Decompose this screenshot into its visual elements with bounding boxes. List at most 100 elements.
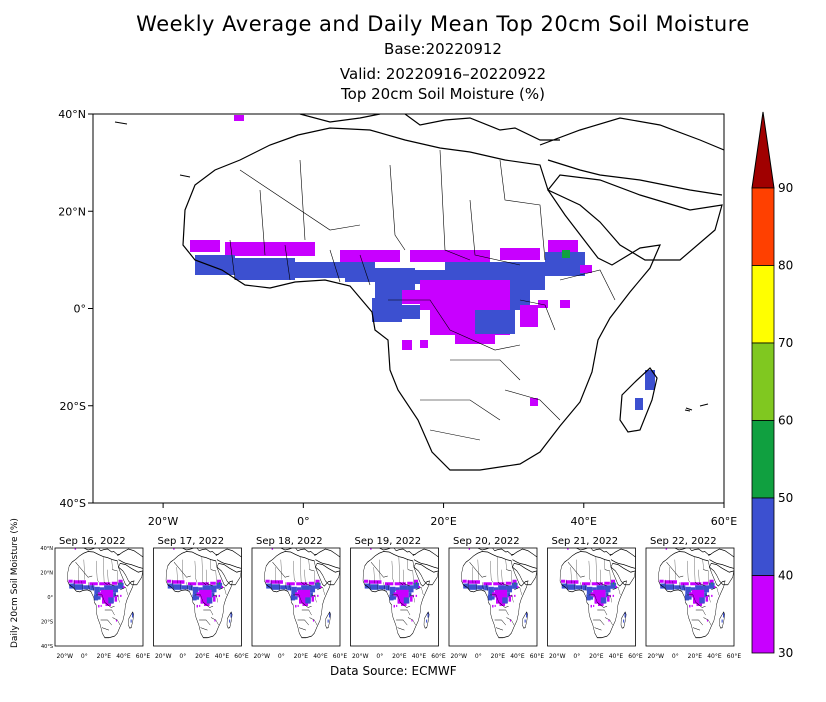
daily-panel-frame bbox=[350, 547, 439, 647]
daily-lon-label: 20°E bbox=[491, 653, 506, 660]
daily-lon-label: 0° bbox=[278, 653, 285, 660]
colorbar-segment bbox=[751, 342, 775, 421]
daily-lon-label: 20°W bbox=[352, 653, 369, 660]
daily-lon-label: 60°E bbox=[431, 653, 446, 660]
mini-map bbox=[559, 548, 636, 639]
lat-tick-label: 20°S bbox=[60, 400, 86, 413]
moisture-cell bbox=[505, 262, 545, 290]
daily-lon-label: 60°E bbox=[727, 653, 742, 660]
colorbar-segment bbox=[751, 575, 775, 654]
lon-tick-label: 40°E bbox=[571, 515, 597, 528]
daily-panel-date: Sep 19, 2022 bbox=[355, 536, 422, 547]
daily-lon-label: 0° bbox=[475, 653, 482, 660]
daily-lat-label: 40°N bbox=[40, 546, 53, 552]
daily-lon-label: 40°E bbox=[412, 653, 427, 660]
daily-lon-label: 0° bbox=[179, 653, 186, 660]
daily-lon-label: 60°E bbox=[136, 653, 151, 660]
moisture-cell bbox=[500, 248, 540, 260]
moisture-cell bbox=[410, 250, 490, 262]
colorbar-segment bbox=[751, 265, 775, 344]
mini-map bbox=[165, 548, 242, 639]
daily-panel: Sep 16, 2022 40°N 20°N 0° 20°S 40°S20°W 0° 20°E… bbox=[40, 536, 150, 660]
colorbar-segment bbox=[751, 187, 775, 266]
daily-lon-label: 60°E bbox=[333, 653, 348, 660]
colorbar-label: 40 bbox=[778, 569, 793, 583]
lat-tick-label: 40°N bbox=[58, 108, 86, 121]
moisture-cell bbox=[402, 340, 412, 350]
daily-panel: Sep 20, 2022 20°W 0° 20°E 40°E 60°E bbox=[448, 536, 545, 660]
moisture-cell bbox=[520, 305, 538, 327]
moisture-cells bbox=[190, 115, 655, 410]
daily-panel: Sep 21, 2022 20°W 0° 20°E 40°E 60°E bbox=[547, 536, 643, 660]
colorbar-label: 50 bbox=[778, 491, 793, 505]
daily-lon-label: 20°W bbox=[647, 653, 664, 660]
colorbar-segment bbox=[751, 420, 775, 499]
daily-panel-frame bbox=[153, 547, 242, 647]
mini-map bbox=[362, 548, 439, 639]
daily-lon-label: 60°E bbox=[628, 653, 643, 660]
mini-map bbox=[461, 548, 537, 639]
moisture-cell bbox=[234, 115, 244, 121]
lon-tick-label: 0° bbox=[297, 515, 310, 528]
colorbar-segment bbox=[751, 497, 775, 576]
colorbar-label: 80 bbox=[778, 259, 793, 273]
daily-lon-label: 20°W bbox=[155, 653, 172, 660]
moisture-cell bbox=[645, 370, 655, 390]
base-date: Base:20220912 bbox=[384, 40, 502, 58]
daily-panel-frame bbox=[645, 547, 735, 647]
mini-map bbox=[658, 548, 734, 639]
daily-lon-label: 0° bbox=[573, 653, 580, 660]
variable-label: Top 20cm Soil Moisture (%) bbox=[341, 85, 545, 103]
daily-lon-label: 20°E bbox=[294, 653, 309, 660]
daily-lon-label: 40°E bbox=[313, 653, 328, 660]
daily-panel: Sep 22, 2022 20°W 0° 20°E 40°E 60°E bbox=[645, 536, 742, 660]
lon-tick-label: 20°E bbox=[430, 515, 456, 528]
arabia-coastline bbox=[547, 174, 723, 261]
map-lon-axis: 20°W 0° 20°E 40°E 60°E bbox=[148, 503, 737, 528]
country-borders bbox=[229, 149, 616, 441]
moisture-cell bbox=[190, 240, 220, 252]
lat-tick-label: 20°N bbox=[58, 205, 86, 218]
daily-lon-label: 40°E bbox=[609, 653, 624, 660]
valid-range: Valid: 20220916–20220922 bbox=[339, 65, 547, 83]
africa-coastline bbox=[182, 127, 661, 471]
daily-panel: Sep 18, 2022 20°W 0° 20°E 40°E 60°E bbox=[251, 536, 348, 660]
moisture-cell bbox=[420, 340, 428, 348]
daily-lon-label: 0° bbox=[376, 653, 383, 660]
daily-lat-label: 0° bbox=[47, 595, 53, 601]
colorbar-top-arrow bbox=[751, 111, 775, 189]
colorbar-label: 70 bbox=[778, 336, 793, 350]
daily-lon-label: 20°E bbox=[97, 653, 112, 660]
island-outlines bbox=[114, 121, 709, 412]
colorbar: 90 80 70 60 50 40 30 bbox=[751, 111, 793, 660]
daily-lon-label: 60°E bbox=[530, 653, 545, 660]
moisture-cell bbox=[530, 398, 538, 406]
daily-lon-label: 20°E bbox=[392, 653, 407, 660]
daily-ylabel: Daily 20cm Soil Moisture (%) bbox=[10, 518, 20, 648]
daily-lon-label: 20°W bbox=[253, 653, 270, 660]
moisture-cell bbox=[580, 265, 592, 273]
data-source: Data Source: ECMWF bbox=[330, 664, 457, 678]
daily-panel-date: Sep 20, 2022 bbox=[453, 536, 520, 547]
mini-map bbox=[67, 548, 143, 639]
colorbar-label: 30 bbox=[778, 646, 793, 660]
moisture-cell bbox=[445, 262, 505, 282]
mini-map bbox=[264, 548, 340, 639]
moisture-cell bbox=[475, 310, 515, 334]
madagascar-coastline bbox=[619, 367, 658, 433]
daily-lat-label: 20°S bbox=[41, 620, 53, 626]
lat-tick-label: 0° bbox=[74, 303, 87, 316]
daily-lon-label: 20°E bbox=[688, 653, 703, 660]
moisture-cell bbox=[372, 298, 402, 322]
daily-panel-date: Sep 17, 2022 bbox=[158, 536, 225, 547]
map-lat-axis: 40°N 20°N 0° 20°S 40°S bbox=[58, 108, 93, 510]
moisture-cell bbox=[235, 258, 295, 280]
daily-panel-date: Sep 18, 2022 bbox=[256, 536, 323, 547]
moisture-cell bbox=[635, 398, 643, 410]
daily-panel: Sep 17, 2022 20°W 0° 20°E 40°E 60°E bbox=[153, 536, 249, 660]
daily-panel-frame bbox=[54, 547, 144, 647]
daily-lon-label: 20°W bbox=[549, 653, 566, 660]
moisture-cell bbox=[345, 262, 375, 282]
moisture-cell bbox=[562, 250, 570, 258]
